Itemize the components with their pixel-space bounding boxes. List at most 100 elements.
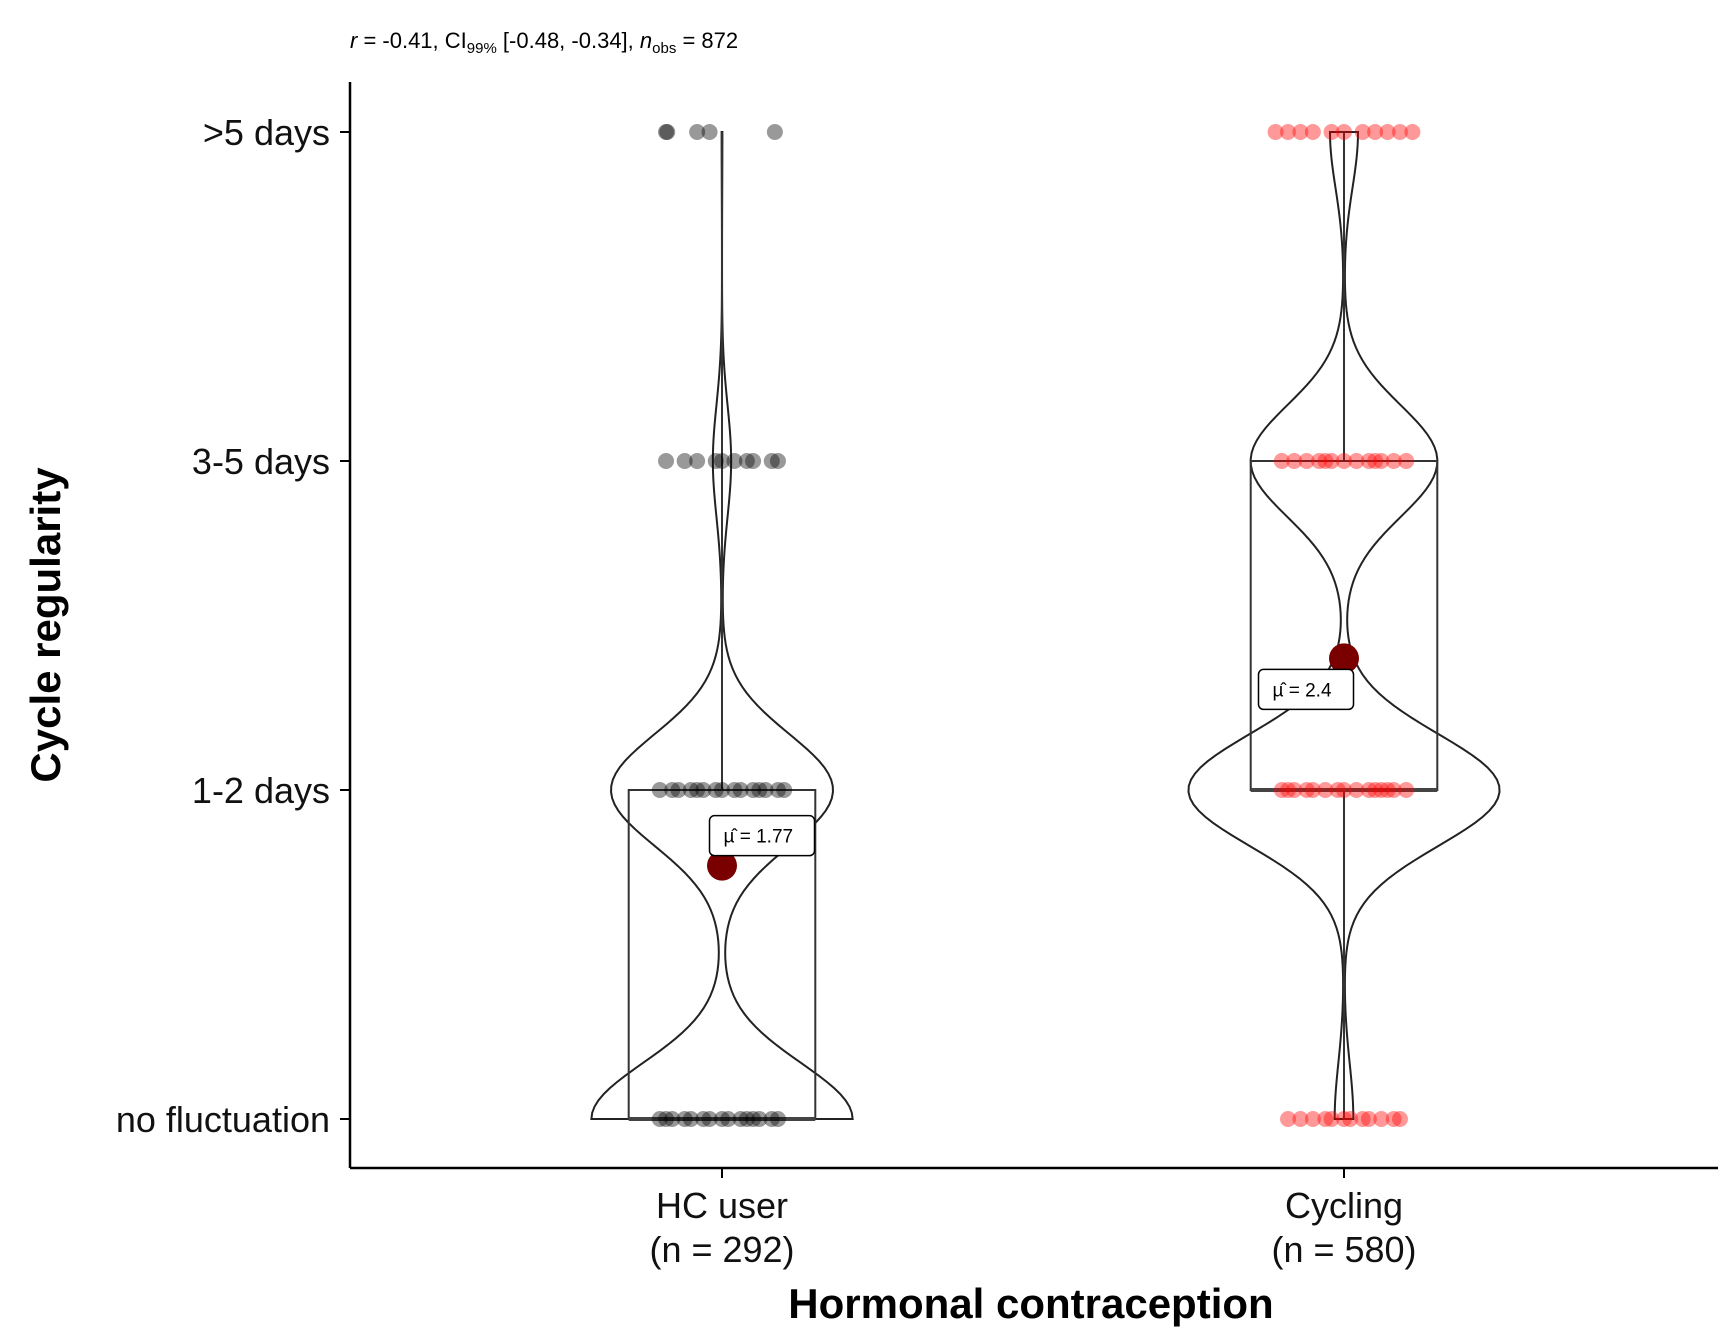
- x-axis-title: Hormonal contraception: [788, 1280, 1273, 1327]
- data-point-cycling: [1273, 453, 1290, 469]
- data-point-hc-user: [763, 453, 780, 469]
- data-point-cycling: [1336, 124, 1352, 140]
- data-point-hc-user: [714, 1111, 730, 1127]
- data-point-cycling: [1280, 782, 1297, 798]
- data-point-cycling: [1379, 782, 1396, 798]
- y-tick-label-1-2-days: 1-2 days: [192, 770, 330, 811]
- x-tick-count-cycling: (n = 580): [1271, 1229, 1416, 1270]
- data-point-cycling: [1379, 124, 1396, 140]
- data-point-hc-user: [757, 782, 774, 798]
- data-point-cycling: [1336, 782, 1352, 798]
- data-point-hc-user: [695, 782, 712, 798]
- data-point-cycling: [1298, 782, 1315, 798]
- data-point-hc-user: [682, 1111, 699, 1127]
- subtitle-ci-sub: 99%: [467, 40, 497, 57]
- data-point-cycling: [1385, 453, 1402, 469]
- data-point-cycling: [1280, 1111, 1297, 1127]
- data-point-hc-user: [664, 1111, 681, 1127]
- y-tick-label-no-fluctuation: no fluctuation: [116, 1099, 330, 1140]
- mean-label-hc-user: µ̂ = 1.77: [724, 827, 794, 848]
- data-point-hc-user: [763, 1111, 780, 1127]
- mean-markers-layer: µ̂ = 1.77 µ̂ = 2.4: [707, 643, 1359, 881]
- data-point-cycling: [1342, 1111, 1359, 1127]
- data-point-cycling: [1323, 124, 1340, 140]
- data-point-cycling: [1267, 124, 1284, 140]
- y-axis-title: Cycle regularity: [22, 467, 69, 783]
- data-point-hc-user: [769, 1111, 786, 1127]
- data-point-cycling: [1292, 1111, 1309, 1127]
- data-point-cycling: [1317, 1111, 1334, 1127]
- x-tick-label-cycling: Cycling: [1285, 1185, 1403, 1226]
- data-point-cycling: [1391, 124, 1408, 140]
- data-point-hc-user: [769, 453, 786, 469]
- data-point-hc-user: [732, 1111, 749, 1127]
- data-point-cycling: [1348, 782, 1365, 798]
- data-point-hc-user: [745, 1111, 762, 1127]
- data-point-cycling: [1336, 453, 1352, 469]
- subtitle-ci-rest: [-0.48, -0.34],: [497, 28, 640, 53]
- data-point-cycling: [1336, 1111, 1352, 1127]
- data-point-cycling: [1404, 124, 1421, 140]
- data-point-hc-user: [776, 782, 793, 798]
- data-point-hc-user: [676, 453, 693, 469]
- mean-value: = 1.77: [734, 827, 793, 848]
- data-point-hc-user: [701, 1111, 718, 1127]
- data-point-hc-user: [738, 1111, 755, 1127]
- x-tick-count-hc-user: (n = 292): [649, 1229, 794, 1270]
- mean-label-box-hc-user: [708, 814, 816, 857]
- data-point-hc-user: [695, 1111, 712, 1127]
- data-point-cycling: [1373, 453, 1390, 469]
- data-point-hc-user: [766, 124, 783, 140]
- boxplots-layer: [627, 132, 1439, 1121]
- data-point-hc-user: [658, 453, 675, 469]
- mean-point-cycling: [1329, 643, 1359, 674]
- data-point-cycling: [1304, 124, 1321, 140]
- data-point-hc-user: [670, 782, 687, 798]
- data-point-cycling: [1354, 124, 1371, 140]
- data-point-hc-user: [726, 453, 743, 469]
- data-point-cycling: [1367, 124, 1384, 140]
- data-point-cycling: [1360, 1111, 1377, 1127]
- data-point-cycling: [1373, 782, 1390, 798]
- data-point-hc-user: [714, 453, 730, 469]
- mean-label-cycling: µ̂ = 2.4: [1273, 680, 1332, 701]
- data-point-cycling: [1329, 782, 1346, 798]
- data-point-cycling: [1292, 124, 1309, 140]
- mean-point-hc-user: [707, 850, 737, 881]
- data-point-cycling: [1367, 782, 1384, 798]
- mean-value: = 2.4: [1283, 680, 1331, 701]
- data-point-cycling: [1317, 453, 1334, 469]
- y-tick-label-3-5-days: 3-5 days: [192, 441, 330, 482]
- data-point-hc-user: [745, 453, 762, 469]
- data-point-cycling: [1304, 782, 1321, 798]
- data-point-hc-user: [658, 124, 675, 140]
- data-point-cycling: [1298, 453, 1315, 469]
- data-point-hc-user: [732, 782, 749, 798]
- box-cycling: [1249, 460, 1439, 791]
- data-point-hc-user: [751, 1111, 768, 1127]
- subtitle-n-rest: = 872: [676, 28, 738, 53]
- data-point-hc-user: [651, 782, 668, 798]
- data-point-hc-user: [714, 782, 730, 798]
- data-point-cycling: [1385, 782, 1402, 798]
- data-point-hc-user: [651, 1111, 668, 1127]
- data-point-cycling: [1323, 1111, 1340, 1127]
- data-point-cycling: [1373, 1111, 1390, 1127]
- data-point-hc-user: [701, 124, 718, 140]
- jitter-points-layer: [651, 124, 1421, 1127]
- data-point-hc-user: [664, 782, 681, 798]
- data-point-hc-user: [689, 124, 706, 140]
- data-point-hc-user: [659, 124, 676, 140]
- data-point-cycling: [1398, 782, 1415, 798]
- data-point-hc-user: [745, 782, 762, 798]
- data-point-hc-user: [738, 453, 755, 469]
- data-point-hc-user: [676, 1111, 693, 1127]
- data-point-hc-user: [726, 782, 743, 798]
- axes-layer: HC user(n = 292) Cycling(n = 580) no fluct…: [116, 82, 1718, 1270]
- data-point-hc-user: [769, 782, 786, 798]
- violins-layer: [590, 131, 1501, 1120]
- y-tick-label-5-days: >5 days: [203, 112, 330, 153]
- data-point-cycling: [1385, 1111, 1402, 1127]
- data-point-hc-user: [707, 453, 724, 469]
- data-point-cycling: [1367, 453, 1384, 469]
